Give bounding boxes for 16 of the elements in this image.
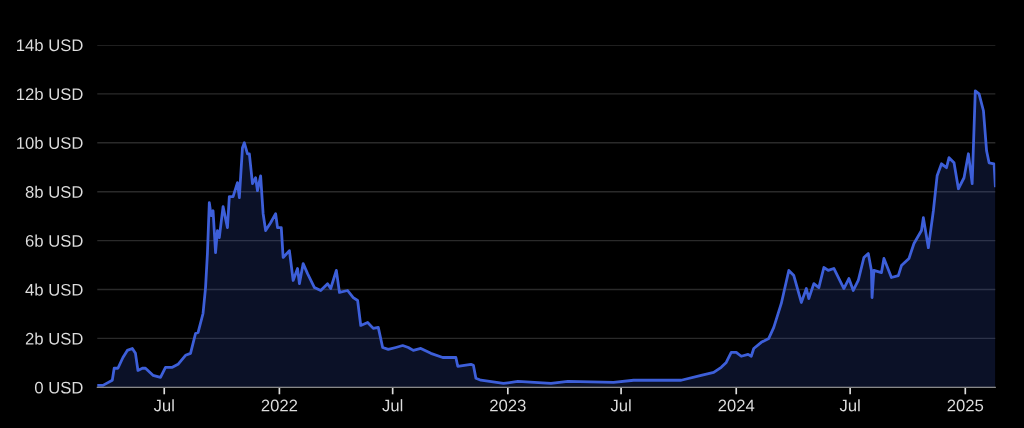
x-tick-label: 2023 [490, 399, 526, 412]
y-tick-label: 8b USD [25, 185, 83, 198]
y-tick-label: 14b USD [17, 38, 83, 52]
y-tick-label: 2b USD [25, 332, 83, 345]
x-tick-label: 2025 [947, 399, 984, 412]
y-tick-label: 0 USD [34, 381, 83, 394]
x-tick-label: Jul [610, 399, 631, 412]
x-tick-label: Jul [839, 399, 860, 412]
y-tick-label: 12b USD [17, 87, 83, 101]
x-tick-label: Jul [153, 399, 174, 412]
y-tick-label: 10b USD [17, 136, 83, 149]
y-tick-label: 6b USD [25, 234, 83, 247]
x-tick-label: Jul [382, 399, 403, 412]
y-tick-label: 4b USD [25, 283, 83, 296]
x-tick-label: 2022 [261, 399, 298, 412]
x-tick-label: 2024 [718, 399, 755, 412]
